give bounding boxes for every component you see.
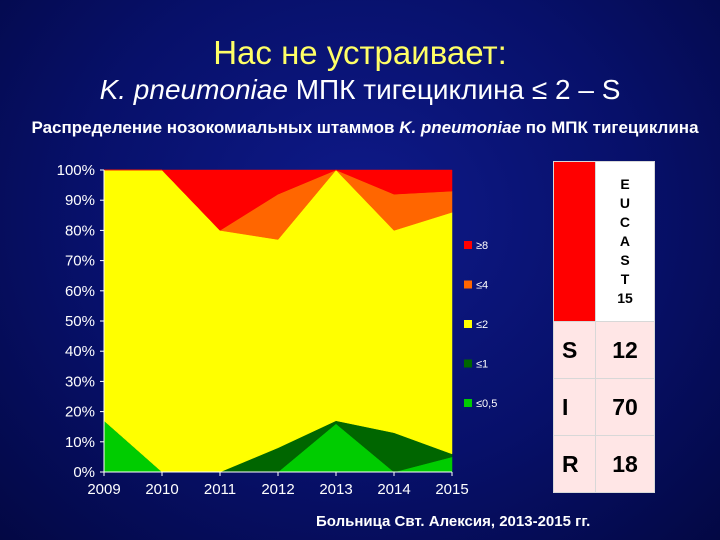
legend-label: ≤0,5 [476, 398, 497, 410]
eucast-row-s-label: S [553, 321, 596, 379]
x-tick-label: 2011 [204, 481, 236, 498]
chart-title-organism: K. pneumoniae [399, 118, 522, 137]
x-tick-label: 2010 [145, 481, 178, 498]
eucast-header-letter: U [619, 195, 631, 211]
eucast-row-i-value: 70 [594, 378, 656, 436]
eucast-table: E U C A S T 15 S 12 I 70 R 18 [553, 161, 656, 493]
eucast-row-r-value: 18 [594, 435, 656, 493]
eucast-header-letter: T [620, 271, 630, 287]
eucast-header-letter: C [619, 214, 631, 230]
eucast-header-letter: E [620, 176, 630, 192]
y-tick-label: 0% [73, 464, 95, 481]
legend-swatch [464, 359, 472, 368]
legend-label: ≤1 [476, 359, 488, 371]
y-tick-label: 70% [65, 253, 95, 270]
eucast-row-i-label: I [553, 378, 596, 436]
eucast-header-letter: 15 [617, 290, 633, 306]
x-tick-label: 2014 [377, 481, 410, 498]
y-tick-label: 40% [65, 343, 95, 360]
eucast-header-label: E U C A S T 15 [594, 161, 656, 322]
eucast-row-r-label: R [553, 435, 596, 493]
legend-swatch [464, 241, 472, 249]
legend-label: ≥8 [476, 240, 488, 252]
mic-threshold-text: МПК тигециклина ≤ 2 – S [287, 74, 621, 105]
legend-swatch [464, 320, 472, 328]
legend-swatch [464, 399, 472, 407]
x-tick-label: 2015 [435, 481, 468, 498]
slide-subtitle: K. pneumoniae МПК тигециклина ≤ 2 – S [0, 74, 720, 106]
slide-title: Нас не устраивает: [213, 34, 507, 71]
y-tick-label: 30% [65, 373, 95, 390]
y-tick-label: 10% [65, 434, 95, 451]
source-footer: Больница Свт. Алексия, 2013-2015 гг. [316, 513, 591, 530]
eucast-header-red-cell [553, 161, 596, 322]
legend-label: ≤4 [476, 280, 488, 292]
chart-title-part1: Распределение нозокомиальных штаммов [31, 118, 400, 137]
x-tick-label: 2013 [319, 481, 352, 498]
eucast-header-letter: A [619, 233, 631, 249]
y-tick-label: 20% [65, 404, 95, 421]
y-tick-label: 80% [65, 222, 95, 239]
area-series-8 [104, 169, 453, 231]
x-tick-label: 2009 [87, 481, 120, 498]
chart-title-part2: по МПК тигециклина [521, 118, 699, 137]
y-tick-label: 90% [65, 192, 95, 209]
x-tick-label: 2012 [261, 481, 294, 498]
eucast-header-letter: S [620, 252, 630, 268]
y-tick-label: 50% [65, 313, 95, 330]
legend-label: ≤2 [476, 319, 488, 331]
organism-name: K. pneumoniae [99, 74, 288, 105]
y-tick-label: 100% [57, 162, 95, 179]
eucast-row-s-value: 12 [594, 321, 656, 379]
chart-title: Распределение нозокомиальных штаммов K. … [30, 117, 700, 139]
legend-swatch [464, 280, 472, 289]
y-tick-label: 60% [65, 283, 95, 300]
